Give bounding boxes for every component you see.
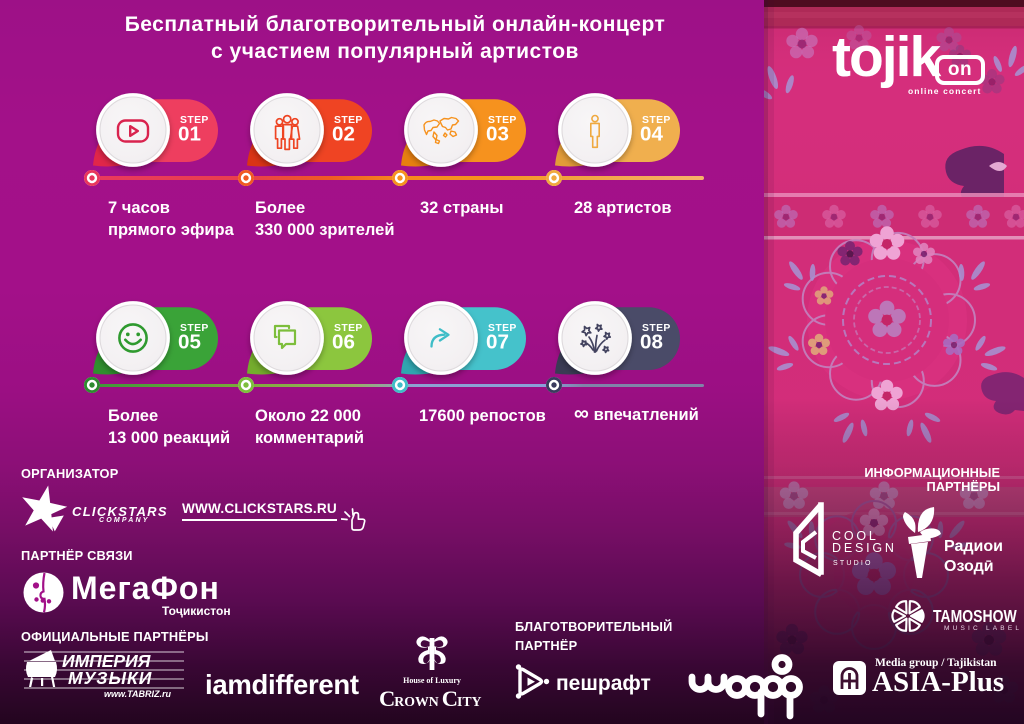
svg-text:House of Luxury: House of Luxury bbox=[403, 676, 461, 685]
svg-text:STEP: STEP bbox=[334, 323, 363, 334]
svg-text:www.TABRIZ.ru: www.TABRIZ.ru bbox=[104, 689, 171, 699]
svg-text:08: 08 bbox=[640, 330, 663, 353]
svg-text:STEP: STEP bbox=[488, 323, 517, 334]
svg-text:STEP: STEP bbox=[180, 323, 209, 334]
svg-text:STEP: STEP bbox=[180, 115, 209, 126]
svg-text:ИМПЕРИЯ: ИМПЕРИЯ bbox=[62, 651, 152, 671]
svg-text:STEP: STEP bbox=[488, 115, 517, 126]
svg-text:03: 03 bbox=[486, 122, 509, 145]
svg-text:01: 01 bbox=[178, 122, 201, 145]
svg-text:STEP: STEP bbox=[642, 115, 671, 126]
svg-text:STEP: STEP bbox=[334, 115, 363, 126]
svg-text:06: 06 bbox=[332, 330, 355, 353]
svg-text:05: 05 bbox=[178, 330, 201, 353]
svg-text:МУЗЫКИ: МУЗЫКИ bbox=[68, 668, 152, 688]
svg-text:STEP: STEP bbox=[642, 323, 671, 334]
svg-text:07: 07 bbox=[486, 330, 509, 353]
svg-text:04: 04 bbox=[640, 122, 663, 145]
svg-text:02: 02 bbox=[332, 122, 355, 145]
